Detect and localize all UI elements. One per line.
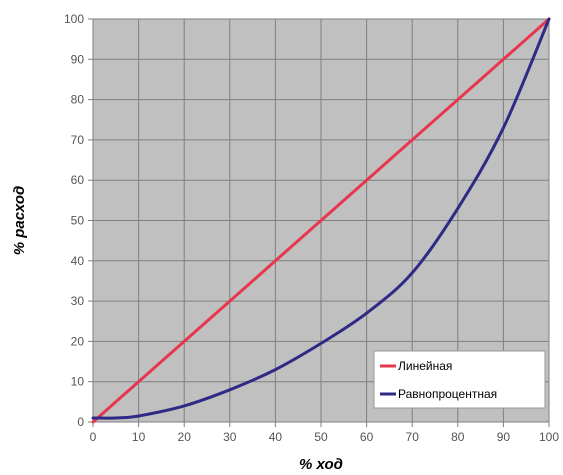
legend-label-linear: Линейная [398,359,452,373]
legend: Линейная Равнопроцентная [373,350,546,409]
y-tick-label: 100 [64,12,84,26]
y-tick-label: 0 [77,415,84,429]
y-tick-label: 80 [71,93,85,107]
legend-label-equal-percentage: Равнопроцентная [398,387,497,401]
y-axis-title: % расход [11,186,28,256]
x-tick-label: 0 [90,430,97,444]
x-axis-title: % ход [299,456,343,473]
x-tick-label: 90 [497,430,511,444]
x-tick-label: 60 [360,430,374,444]
x-tick-label: 40 [269,430,283,444]
grid [88,18,550,427]
y-tick-label: 30 [71,294,85,308]
y-tick-label: 10 [71,375,85,389]
x-tick-label: 50 [314,430,328,444]
x-tick-label: 70 [406,430,420,444]
series-line-linear [91,17,551,424]
series-lines [91,17,551,424]
tick-labels: 0 10 20 30 40 50 60 70 80 90 100 0 10 20 30 40 50 60 70 80 9… [64,12,559,444]
legend-box [373,350,546,409]
x-tick-label: 20 [178,430,192,444]
y-tick-label: 40 [71,254,85,268]
x-tick-label: 10 [132,430,146,444]
x-tick-label: 80 [451,430,465,444]
y-tick-label: 20 [71,334,85,348]
x-tick-label: 100 [539,430,559,444]
y-tick-label: 60 [71,173,85,187]
y-tick-label: 70 [71,133,85,147]
y-tick-label: 50 [71,214,85,228]
series-line-equal-percentage [91,17,551,420]
x-tick-label: 30 [223,430,237,444]
y-tick-label: 90 [71,52,85,66]
